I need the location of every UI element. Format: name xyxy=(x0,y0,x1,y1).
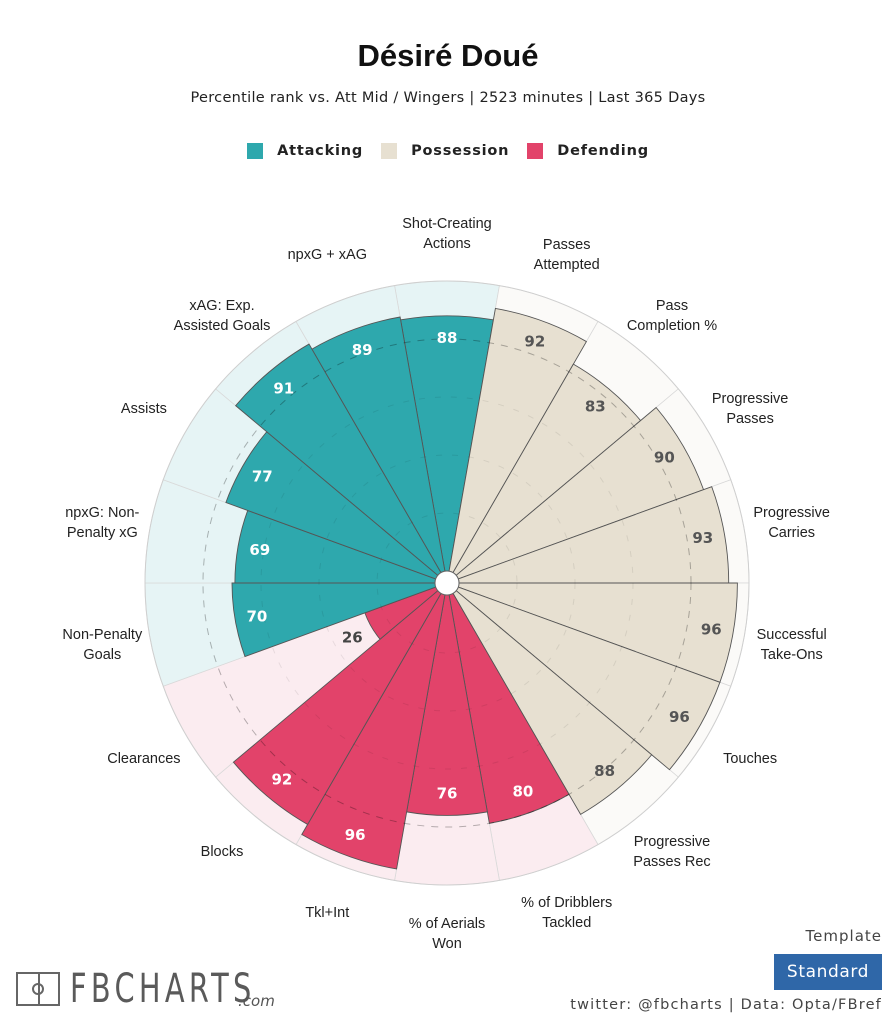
value-label: 77 xyxy=(252,467,273,485)
logo-suffix: .com xyxy=(238,992,275,1010)
value-label: 70 xyxy=(246,608,267,626)
grid-ring xyxy=(318,454,576,712)
value-label: 80 xyxy=(512,783,533,801)
template-badge: Standard xyxy=(774,954,882,990)
value-label: 90 xyxy=(654,449,675,467)
legend-item-possession: Possession xyxy=(381,143,509,159)
value-label: 93 xyxy=(692,529,713,547)
category-label: Assists xyxy=(121,401,167,417)
category-label: % of Dribblers Tackled xyxy=(521,895,612,931)
category-label: Progressive Carries xyxy=(753,505,830,541)
category-label: npxG: Non-Penalty xG xyxy=(65,505,139,541)
legend: Attacking Possession Defending xyxy=(0,143,896,159)
grid-ring xyxy=(376,512,518,654)
legend-label: Attacking xyxy=(277,143,364,159)
category-label: xAG: Exp. Assisted Goals xyxy=(174,298,271,334)
legend-item-defending: Defending xyxy=(527,143,649,159)
value-label: 76 xyxy=(437,784,458,802)
fbcharts-logo: FBCHARTS .com xyxy=(16,966,328,1012)
category-label: npxG + xAG xyxy=(288,247,367,263)
category-labels: Shot-Creating Actions Passes Attempted Pass C… xyxy=(62,216,830,952)
legend-label: Possession xyxy=(411,143,510,159)
value-label: 89 xyxy=(352,341,373,359)
category-label: % of Aerials Won xyxy=(409,916,486,952)
category-label: Clearances xyxy=(107,751,180,767)
category-label: Successful Take-Ons xyxy=(757,627,827,663)
category-label: Passes Attempted xyxy=(534,237,600,273)
value-label: 88 xyxy=(437,329,458,347)
credit-text: twitter: @fbcharts | Data: Opta/FBref xyxy=(570,997,882,1013)
legend-label: Defending xyxy=(557,143,649,159)
chart-title: Désiré Doué xyxy=(357,38,539,73)
value-labels: 88 92 83 90 93 96 96 88 80 76 96 92 26 70 69 77 91 89 xyxy=(246,329,721,844)
value-label: 91 xyxy=(273,380,294,398)
reference-ring xyxy=(202,338,692,828)
legend-item-attacking: Attacking xyxy=(247,143,363,159)
value-label: 88 xyxy=(594,762,615,780)
logo-text: FBCHARTS xyxy=(70,966,256,1012)
template-label: Template xyxy=(805,927,882,945)
category-label: Shot-Creating Actions xyxy=(402,216,491,252)
chart-subtitle: Percentile rank vs. Att Mid / Wingers | … xyxy=(190,90,706,106)
gridlines xyxy=(144,280,750,886)
grid-ring xyxy=(260,396,634,770)
category-label: Progressive Passes Rec xyxy=(633,834,710,870)
value-label: 96 xyxy=(701,621,722,639)
center-hole xyxy=(434,570,460,596)
value-label: 92 xyxy=(271,771,292,789)
category-label: Touches xyxy=(723,751,777,767)
category-label: Non-Penalty Goals xyxy=(62,627,143,663)
category-label: Blocks xyxy=(201,844,244,860)
category-label: Progressive Passes xyxy=(712,391,789,427)
pitch-icon xyxy=(16,972,60,1006)
bars xyxy=(225,307,738,870)
legend-swatch-possession xyxy=(381,143,398,159)
category-label: Pass Completion % xyxy=(627,298,717,334)
value-label: 96 xyxy=(345,826,366,844)
outer-ring xyxy=(144,280,750,886)
legend-swatch-defending xyxy=(527,143,544,159)
category-label: Tkl+Int xyxy=(305,905,349,921)
value-label: 26 xyxy=(342,629,363,647)
value-label: 96 xyxy=(669,708,690,726)
value-label: 92 xyxy=(524,333,545,351)
value-label: 69 xyxy=(249,541,270,559)
value-label: 83 xyxy=(585,397,606,415)
legend-swatch-attacking xyxy=(247,143,264,159)
